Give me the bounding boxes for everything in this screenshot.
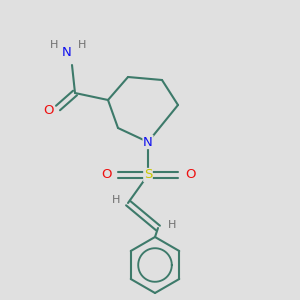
Text: H: H <box>78 40 86 50</box>
Text: S: S <box>144 169 152 182</box>
Text: H: H <box>168 220 176 230</box>
Text: N: N <box>143 136 153 148</box>
Text: H: H <box>50 40 58 50</box>
Text: O: O <box>43 103 53 116</box>
Text: H: H <box>112 195 120 205</box>
Text: O: O <box>101 169 111 182</box>
Text: O: O <box>185 169 195 182</box>
Text: N: N <box>62 46 72 59</box>
